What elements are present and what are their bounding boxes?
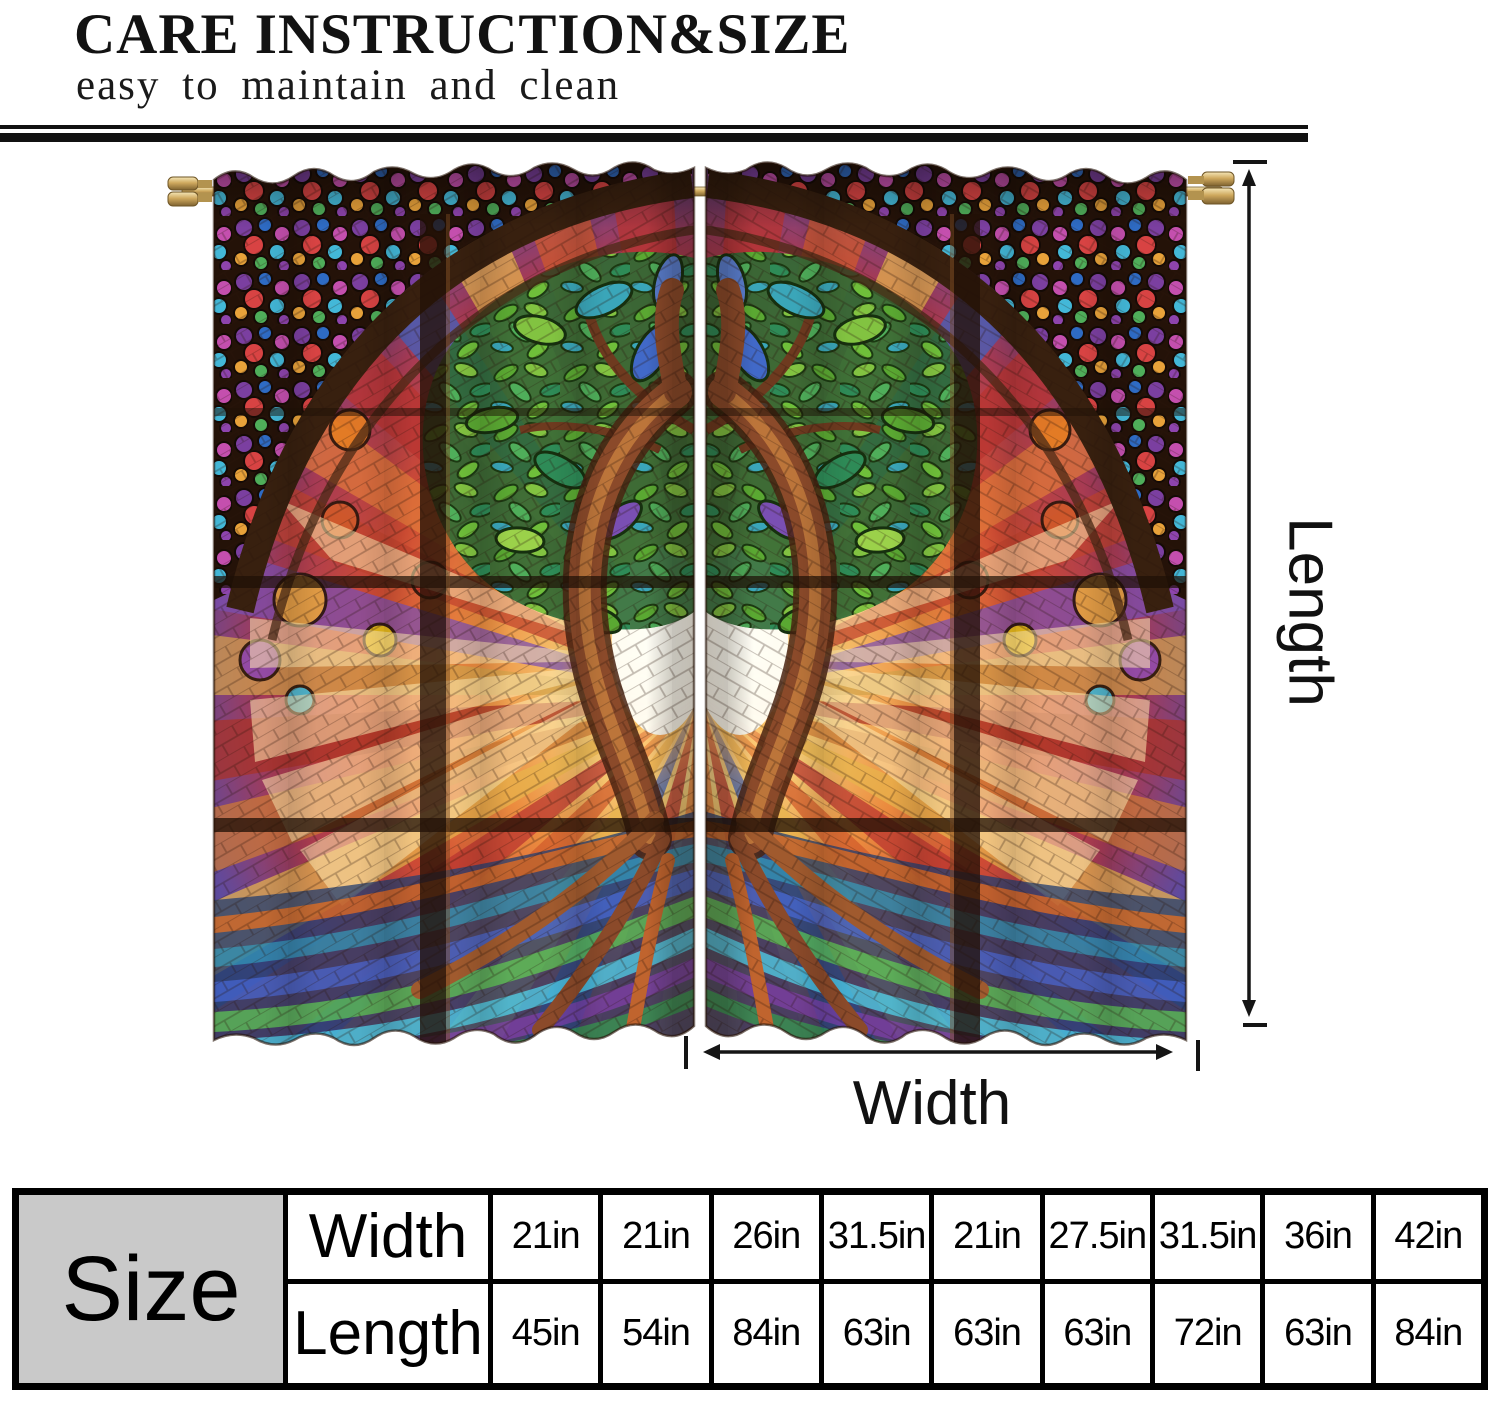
length-value-cell: 54in	[603, 1283, 709, 1383]
page-subtitle: easy to maintain and clean	[76, 62, 621, 109]
width-label: Width	[853, 1069, 1011, 1138]
length-value-cell: 63in	[1044, 1283, 1150, 1383]
length-tick-bottom	[1243, 1023, 1267, 1027]
size-table-corner-label: Size	[19, 1195, 283, 1383]
length-dimension: Length	[1233, 160, 1345, 1027]
size-table-row-label-width: Width	[288, 1195, 488, 1279]
width-value-cell: 27.5in	[1044, 1195, 1150, 1279]
rod-finial-left	[167, 176, 212, 207]
length-value-cell: 45in	[493, 1283, 599, 1383]
width-value-cell: 42in	[1375, 1195, 1481, 1279]
width-value-cell: 36in	[1265, 1195, 1371, 1279]
inner-edge-shade	[646, 162, 694, 1045]
length-value-cell: 84in	[713, 1283, 819, 1383]
length-value-cell: 63in	[824, 1283, 930, 1383]
rod-finial-right	[1188, 171, 1235, 205]
width-tick-right	[1196, 1040, 1200, 1071]
length-value-cell: 84in	[1375, 1283, 1481, 1383]
panel-outline	[212, 161, 696, 1047]
width-value-cell: 31.5in	[824, 1195, 930, 1279]
width-value-cell: 31.5in	[1155, 1195, 1261, 1279]
length-value-cell: 63in	[1265, 1283, 1371, 1383]
width-value-cell: 26in	[713, 1195, 819, 1279]
fabric-folds	[214, 162, 694, 1045]
width-dimension: Width	[684, 1036, 1200, 1138]
size-table: Size Width 21in 21in 26in 31.5in 21in 27…	[12, 1188, 1488, 1390]
width-value-cell: 21in	[493, 1195, 599, 1279]
length-value-cell: 72in	[1155, 1283, 1261, 1383]
width-tick-left	[684, 1036, 688, 1069]
length-value-cell: 63in	[934, 1283, 1040, 1383]
page-title: CARE INSTRUCTION&SIZE	[74, 3, 851, 66]
width-value-cell: 21in	[934, 1195, 1040, 1279]
size-table-row-label-length: Length	[288, 1283, 488, 1383]
width-value-cell: 21in	[603, 1195, 709, 1279]
length-label: Length	[1276, 517, 1345, 707]
divider-line-thin	[0, 125, 1308, 129]
divider-line-thick	[0, 133, 1308, 142]
length-tick-top	[1233, 160, 1267, 164]
